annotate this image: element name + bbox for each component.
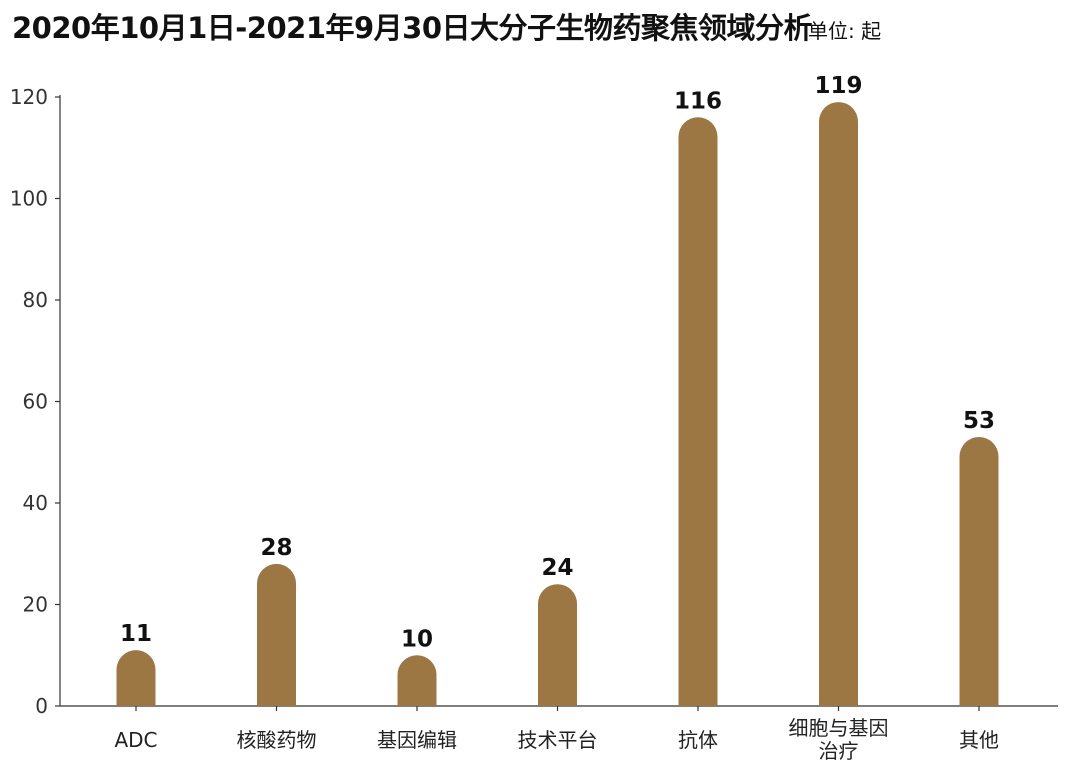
y-axis: 0 20 40 60 80 100 120 bbox=[10, 85, 61, 718]
bars bbox=[116, 102, 999, 707]
chart-title: 2020年10月1日-2021年9月30日大分子生物药聚焦领域分析 bbox=[12, 11, 813, 45]
category-label-line: 治疗 bbox=[819, 739, 859, 763]
data-label: 119 bbox=[814, 73, 862, 99]
category-labels: ADC 核酸药物 基因编辑 技术平台 抗体 细胞与基因治疗 其他 bbox=[114, 716, 999, 763]
category-label: 细胞与基因治疗 bbox=[789, 716, 889, 763]
y-tick-label: 40 bbox=[23, 491, 48, 515]
data-label: 116 bbox=[674, 88, 722, 114]
y-tick-label: 100 bbox=[10, 187, 48, 211]
category-label: 核酸药物 bbox=[237, 728, 317, 752]
bar bbox=[257, 563, 296, 706]
bar bbox=[397, 655, 437, 706]
bar bbox=[959, 437, 999, 706]
data-label: 53 bbox=[963, 408, 995, 434]
category-label: 其他 bbox=[959, 728, 999, 752]
bar bbox=[819, 102, 858, 706]
category-label: ADC bbox=[114, 728, 157, 752]
y-tick-label: 120 bbox=[10, 85, 48, 109]
y-tick-label: 60 bbox=[23, 390, 48, 414]
y-tick-label: 80 bbox=[23, 288, 48, 312]
unit-label: 单位: 起 bbox=[808, 19, 882, 43]
y-tick-label: 0 bbox=[35, 694, 48, 718]
bar bbox=[116, 650, 156, 706]
data-label: 11 bbox=[120, 621, 152, 647]
category-label: 基因编辑 bbox=[377, 728, 457, 752]
data-label: 28 bbox=[260, 535, 292, 561]
x-axis bbox=[60, 705, 1058, 711]
bar bbox=[678, 117, 718, 707]
data-label: 24 bbox=[541, 555, 573, 581]
category-label: 技术平台 bbox=[518, 728, 598, 752]
bar bbox=[538, 584, 577, 706]
data-label: 10 bbox=[401, 626, 433, 652]
y-tick-label: 20 bbox=[23, 593, 48, 617]
category-label-line: 细胞与基因 bbox=[789, 716, 889, 740]
category-label: 抗体 bbox=[678, 728, 718, 752]
data-labels: 11 28 10 24 116 119 53 bbox=[120, 73, 995, 652]
